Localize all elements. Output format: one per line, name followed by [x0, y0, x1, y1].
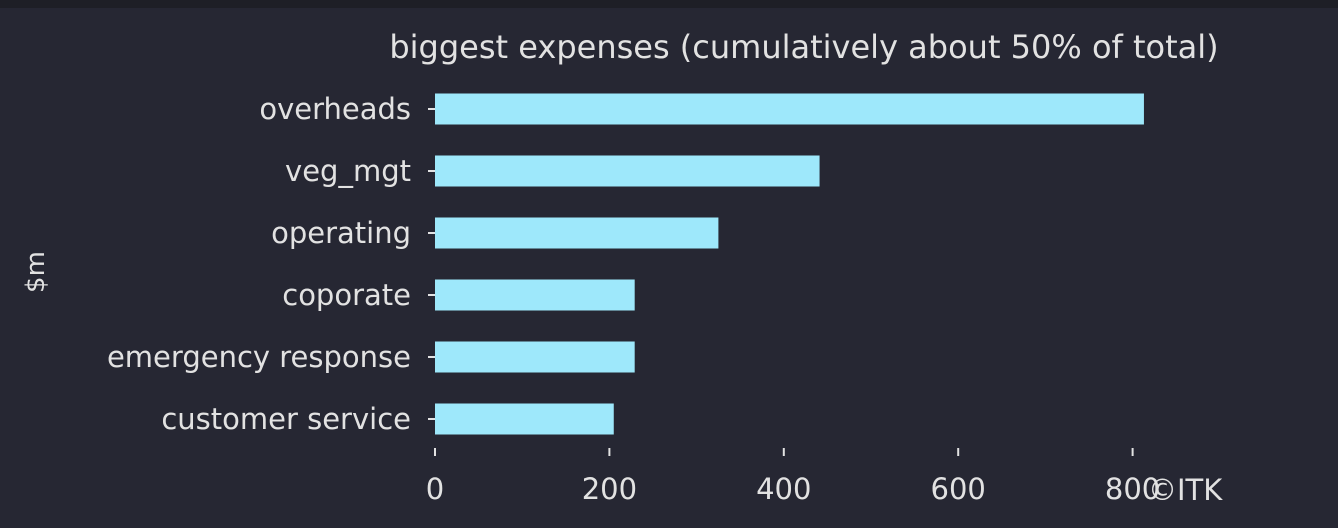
x-tick-label-2: 400: [756, 472, 811, 506]
bar-4: [435, 341, 635, 373]
x-tick-label-1: 200: [582, 472, 637, 506]
x-tick-label-3: 600: [931, 472, 986, 506]
x-tick-label-0: 0: [426, 472, 444, 506]
category-label-1: veg_mgt: [285, 154, 411, 188]
y-axis-label: $m: [21, 251, 51, 293]
bar-0: [435, 93, 1144, 125]
category-labels-group: overheads veg_mgt operating coporate emergen…: [107, 92, 435, 436]
category-label-4: emergency response: [107, 340, 411, 374]
bar-2: [435, 217, 719, 249]
x-ticks-group: 0 200 400 600 800: [426, 448, 1160, 506]
bar-5: [435, 403, 614, 435]
category-label-2: operating: [271, 216, 411, 250]
chart-title: biggest expenses (cumulatively about 50%…: [389, 28, 1218, 66]
credit-text: ©ITK: [1148, 473, 1223, 507]
category-label-5: customer service: [161, 402, 411, 436]
category-label-3: coporate: [282, 278, 411, 312]
category-label-0: overheads: [259, 92, 411, 126]
bar-3: [435, 279, 635, 311]
x-tick-label-4: 800: [1105, 472, 1160, 506]
window-top-strip: [0, 0, 1338, 8]
bar-1: [435, 155, 820, 187]
bars-group: [435, 93, 1144, 435]
